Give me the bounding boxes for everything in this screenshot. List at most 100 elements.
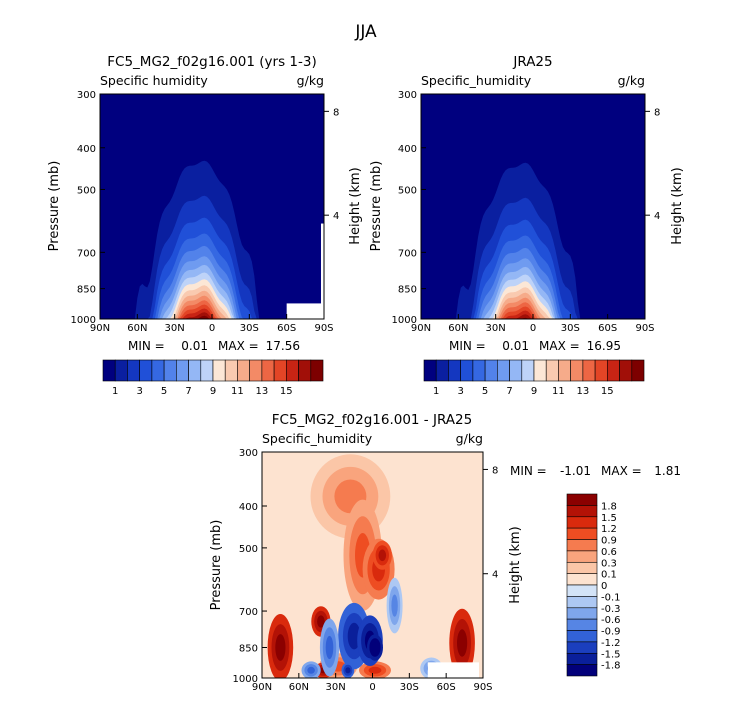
y-tick-label: 300 — [398, 90, 417, 101]
colorbar-swatch — [224, 359, 238, 382]
colorbar-swatch — [448, 359, 461, 382]
colorbar-swatch — [566, 652, 598, 665]
contour-band — [100, 295, 324, 319]
colorbar-label: 5 — [482, 386, 488, 397]
colorbar-label: -0.6 — [601, 615, 621, 626]
panel-a-ylabel-right: Height (km) — [348, 167, 363, 244]
colorbar-swatch — [114, 359, 128, 382]
panel-a-colorbar: 1 3 5 7 9 11 13 15 — [102, 359, 324, 397]
y-right-tick-label: 8 — [333, 107, 339, 118]
x-tick-label: 30S — [240, 323, 259, 334]
colorbar-swatch — [102, 359, 116, 382]
y-tick-label: 700 — [398, 248, 417, 259]
y-tick-label: 1000 — [71, 315, 96, 326]
x-tick-label: 90S — [635, 323, 654, 334]
colorbar-swatch — [127, 359, 140, 382]
y-right-tick-label: 4 — [654, 211, 660, 222]
y-tick-label: 500 — [77, 185, 96, 196]
colorbar-swatch — [435, 359, 449, 382]
colorbar-swatch — [631, 359, 645, 382]
colorbar-label: 1.5 — [601, 513, 617, 524]
colorbar-swatch — [273, 359, 287, 382]
contour-band — [378, 549, 387, 562]
colorbar-label: 1.8 — [601, 501, 617, 512]
colorbar-label: -1.8 — [601, 661, 621, 672]
panel-a-missing-data — [286, 223, 324, 319]
colorbar-swatch — [298, 359, 312, 382]
colorbar-swatch — [460, 359, 474, 382]
panel-reanalysis: JRA25 Specific_humidity g/kg 90N 60N 30N 0 3… — [369, 54, 685, 397]
colorbar-swatch — [484, 359, 498, 382]
colorbar-swatch — [582, 359, 596, 382]
panel-a-units: g/kg — [297, 73, 324, 88]
panel-b-min-value: 0.01 — [502, 339, 529, 353]
y-tick-label: 300 — [239, 448, 258, 459]
contour-band — [371, 642, 379, 653]
colorbar-swatch — [558, 359, 571, 382]
panel-model: FC5_MG2_f02g16.001 (yrs 1-3) Specific hu… — [47, 54, 363, 397]
panel-c-field — [262, 452, 483, 678]
contour-band — [325, 635, 334, 660]
y-tick-label: 700 — [239, 607, 258, 618]
x-tick-label: 90S — [473, 682, 492, 693]
colorbar-swatch — [566, 539, 598, 552]
colorbar-swatch — [261, 359, 275, 382]
y-tick-label: 300 — [77, 90, 96, 101]
colorbar-label: 15 — [280, 386, 293, 397]
panel-a-min-label: MIN = — [128, 339, 165, 353]
x-tick-label: 30S — [400, 682, 419, 693]
y-tick-label: 1000 — [392, 315, 417, 326]
colorbar-swatch — [566, 607, 598, 620]
panel-a-max-value: 17.56 — [266, 339, 300, 353]
panel-c-max-label: MAX = — [601, 464, 642, 478]
panel-b-min-label: MIN = — [449, 339, 486, 353]
colorbar-swatch — [566, 561, 598, 574]
panel-a-field — [100, 94, 324, 319]
colorbar-swatch — [570, 359, 584, 382]
colorbar-label: -1.2 — [601, 638, 621, 649]
panel-b-colorbar: 1 3 5 7 9 11 13 15 — [423, 359, 645, 397]
y-tick-label: 850 — [239, 643, 258, 654]
panel-c-max-value: 1.81 — [654, 464, 681, 478]
contour-band — [345, 667, 351, 674]
y-tick-label: 500 — [398, 185, 417, 196]
colorbar-label: -0.9 — [601, 627, 621, 638]
y-tick-label: 850 — [77, 285, 96, 296]
panel-a-axes: 90N 60N 30N 0 30S 60S 90S 300 400 500 700 850 1000 8 4 — [71, 90, 340, 334]
y-tick-label: 700 — [77, 248, 96, 259]
colorbar-label: -1.5 — [601, 649, 621, 660]
colorbar-label: 11 — [552, 386, 565, 397]
panel-b-ylabel: Pressure (mb) — [369, 161, 384, 252]
colorbar-label: 11 — [231, 386, 244, 397]
x-tick-label: 30N — [486, 323, 506, 334]
colorbar-swatch — [151, 359, 165, 382]
colorbar-label: 0.6 — [601, 547, 617, 558]
colorbar-label: 13 — [577, 386, 590, 397]
x-tick-label: 60N — [127, 323, 147, 334]
y-right-tick-label: 4 — [333, 211, 339, 222]
contour-band — [391, 594, 398, 617]
y-tick-label: 850 — [398, 285, 417, 296]
panel-b-variable: Specific_humidity — [421, 73, 532, 88]
panel-a-ylabel: Pressure (mb) — [47, 161, 62, 252]
panel-c-axes: 90N 60N 30N 0 30S 60S 90S 300 400 500 700 850 1000 8 4 — [233, 448, 499, 693]
panel-difference: FC5_MG2_f02g16.001 - JRA25 Specific_humi… — [209, 412, 681, 693]
x-tick-label: 60N — [289, 682, 309, 693]
y-tick-label: 400 — [239, 502, 258, 513]
panel-c-units: g/kg — [456, 431, 483, 446]
colorbar-swatch — [619, 359, 633, 382]
panel-b-field — [421, 94, 645, 319]
contour-band — [457, 629, 468, 657]
colorbar-swatch — [310, 359, 324, 382]
colorbar-swatch — [566, 584, 598, 597]
colorbar-label: 7 — [185, 386, 191, 397]
x-tick-label: 60S — [277, 323, 296, 334]
panel-b-max-value: 16.95 — [587, 339, 621, 353]
panel-c-ylabel: Pressure (mb) — [209, 520, 224, 611]
panel-a-max-label: MAX = — [218, 339, 259, 353]
panel-c-min-value: -1.01 — [560, 464, 591, 478]
colorbar-swatch — [163, 359, 177, 382]
panel-c-colorbar: 1.81.51.20.90.60.30.10-0.1-0.3-0.6-0.9-1… — [566, 493, 621, 677]
colorbar-swatch — [188, 359, 202, 382]
colorbar-swatch — [566, 641, 598, 654]
